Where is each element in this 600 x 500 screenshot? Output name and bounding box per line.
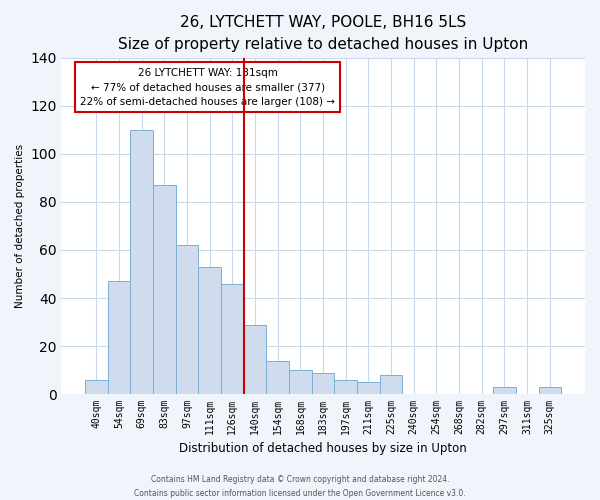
Bar (312, 372, 334, 394)
Bar (153, 185, 176, 394)
Bar (244, 324, 266, 394)
Bar (334, 380, 357, 394)
Bar (357, 382, 380, 394)
Y-axis label: Number of detached properties: Number of detached properties (15, 144, 25, 308)
Bar (199, 267, 221, 394)
Text: Contains HM Land Registry data © Crown copyright and database right 2024.
Contai: Contains HM Land Registry data © Crown c… (134, 476, 466, 498)
Bar (107, 281, 130, 394)
Bar (289, 370, 312, 394)
Bar (380, 375, 403, 394)
Bar (85, 380, 107, 394)
Bar (539, 387, 561, 394)
X-axis label: Distribution of detached houses by size in Upton: Distribution of detached houses by size … (179, 442, 467, 455)
Text: 26 LYTCHETT WAY: 131sqm
← 77% of detached houses are smaller (377)
22% of semi-d: 26 LYTCHETT WAY: 131sqm ← 77% of detache… (80, 68, 335, 107)
Bar (493, 387, 516, 394)
Bar (130, 130, 153, 394)
Title: 26, LYTCHETT WAY, POOLE, BH16 5LS
Size of property relative to detached houses i: 26, LYTCHETT WAY, POOLE, BH16 5LS Size o… (118, 15, 528, 52)
Bar (176, 245, 199, 394)
Bar (266, 360, 289, 394)
Bar (221, 284, 244, 394)
